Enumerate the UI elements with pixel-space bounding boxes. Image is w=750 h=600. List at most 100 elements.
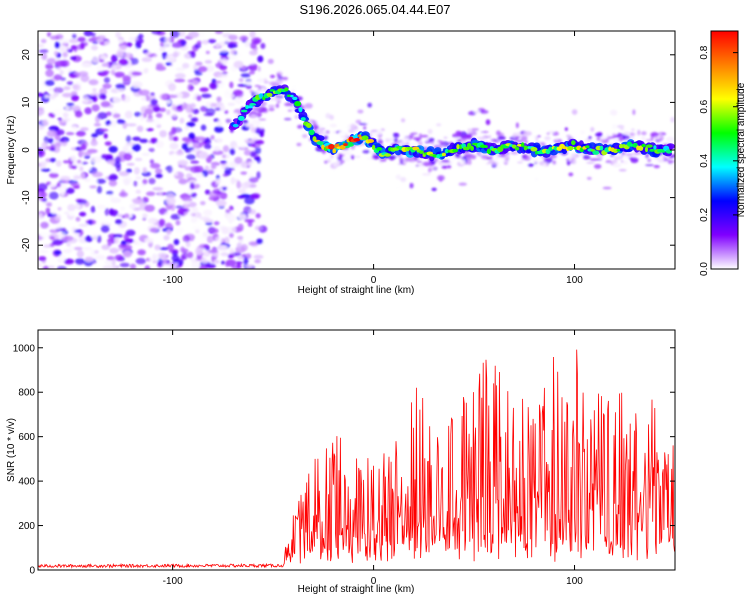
halo-speckle: [521, 161, 529, 167]
halo-speckle: [460, 156, 468, 160]
noise-speckle: [191, 261, 200, 269]
noise-speckle: [249, 151, 257, 158]
noise-speckle: [225, 209, 231, 214]
halo-speckle: [602, 186, 612, 190]
noise-speckle: [233, 60, 244, 69]
noise-speckle: [197, 31, 206, 38]
noise-speckle: [220, 260, 226, 265]
halo-speckle: [554, 137, 559, 141]
halo-speckle: [496, 130, 501, 136]
halo-speckle: [334, 153, 340, 158]
halo-speckle: [586, 161, 595, 164]
halo-speckle: [261, 108, 269, 114]
halo-speckle: [658, 138, 663, 142]
noise-speckle: [135, 176, 142, 180]
ridge-core: [418, 150, 424, 154]
noise-speckle: [229, 248, 234, 253]
noise-speckle: [203, 244, 210, 249]
noise-speckle: [136, 125, 144, 133]
halo-speckle: [400, 176, 407, 183]
halo-speckle: [427, 128, 433, 135]
noise-speckle: [150, 98, 158, 106]
noise-speckle: [53, 250, 62, 256]
noise-speckle: [180, 246, 185, 253]
ridge-core: [269, 89, 275, 92]
noise-speckle: [88, 79, 99, 86]
noise-speckle: [122, 176, 133, 183]
noise-speckle: [175, 67, 186, 72]
noise-speckle: [142, 196, 149, 204]
ridge-core: [616, 148, 621, 152]
noise-speckle: [91, 32, 96, 38]
halo-speckle: [264, 80, 270, 84]
halo-speckle: [418, 140, 423, 147]
noise-speckle: [65, 187, 75, 194]
ridge-core: [486, 148, 492, 155]
halo-speckle: [367, 102, 372, 108]
noise-speckle: [237, 223, 244, 232]
noise-speckle: [111, 54, 118, 63]
ridge-core: [328, 143, 335, 150]
halo-speckle: [268, 107, 275, 112]
noise-speckle: [187, 251, 194, 259]
noise-speckle: [248, 176, 259, 183]
halo-speckle: [497, 135, 506, 141]
noise-speckle: [131, 71, 143, 76]
ridge-blob: [314, 135, 325, 142]
noise-speckle: [206, 235, 214, 244]
ridge-core: [571, 140, 576, 146]
halo-speckle: [474, 110, 481, 114]
noise-speckle: [164, 54, 176, 63]
noise-speckle: [233, 144, 239, 149]
noise-speckle: [216, 96, 222, 103]
noise-speckle: [238, 77, 244, 83]
noise-speckle: [155, 173, 163, 179]
snr-frame: [37, 329, 676, 571]
noise-speckle: [71, 226, 76, 232]
noise-speckle: [215, 236, 225, 243]
noise-speckle: [54, 214, 62, 222]
noise-speckle: [137, 249, 146, 256]
halo-speckle: [645, 164, 654, 167]
halo-speckle: [345, 126, 350, 130]
x-tick-label: -100: [163, 275, 183, 286]
noise-speckle: [65, 131, 75, 136]
noise-speckle: [184, 201, 191, 205]
noise-speckle: [229, 205, 234, 211]
noise-speckle: [229, 187, 234, 195]
noise-speckle: [76, 250, 84, 258]
noise-speckle: [68, 210, 76, 217]
ridge-core: [653, 145, 657, 150]
noise-speckle: [115, 31, 121, 38]
halo-speckle: [515, 136, 520, 139]
halo-speckle: [538, 126, 543, 132]
noise-speckle: [230, 49, 237, 55]
halo-speckle: [299, 128, 307, 133]
noise-speckle: [248, 71, 256, 75]
halo-speckle: [490, 138, 497, 143]
noise-speckle: [243, 149, 252, 156]
noise-speckle: [244, 218, 255, 223]
halo-speckle: [363, 125, 367, 131]
noise-speckle: [114, 156, 121, 164]
y-tick-label: 1000: [13, 343, 36, 354]
noise-speckle: [96, 204, 106, 210]
ridge-core: [585, 145, 590, 149]
halo-speckle: [379, 158, 387, 162]
ridge-core: [484, 145, 488, 148]
noise-speckle: [171, 42, 183, 49]
noise-speckle: [164, 37, 171, 43]
noise-speckle: [168, 83, 177, 92]
colorbar-tick-label: 0.2: [699, 208, 710, 222]
halo-speckle: [628, 157, 634, 160]
noise-speckle: [243, 256, 249, 265]
halo-speckle: [661, 132, 667, 136]
noise-speckle: [40, 191, 48, 198]
noise-speckle: [84, 256, 94, 262]
halo-speckle: [650, 135, 654, 142]
noise-speckle: [117, 213, 124, 218]
halo-speckle: [383, 165, 391, 168]
noise-speckle: [114, 71, 125, 78]
halo-speckle: [480, 154, 490, 160]
noise-speckle: [92, 87, 97, 93]
